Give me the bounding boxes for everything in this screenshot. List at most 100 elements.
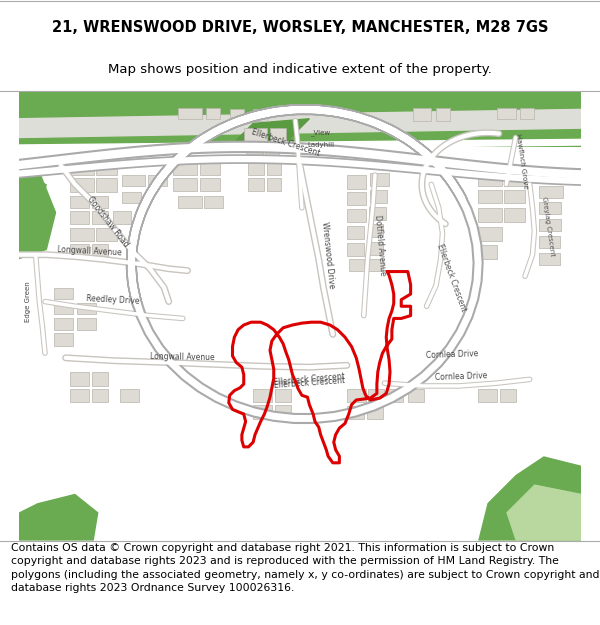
Polygon shape — [539, 253, 560, 265]
Polygon shape — [270, 128, 286, 142]
Text: Hawfinch Grove: Hawfinch Grove — [515, 133, 529, 189]
Text: Reedley Drive: Reedley Drive — [86, 294, 139, 306]
Polygon shape — [230, 109, 244, 121]
Polygon shape — [245, 145, 263, 158]
Polygon shape — [387, 389, 403, 402]
Polygon shape — [95, 177, 117, 192]
Polygon shape — [148, 175, 167, 186]
Polygon shape — [505, 173, 525, 186]
Polygon shape — [347, 389, 365, 402]
Text: Ladyhill: Ladyhill — [308, 142, 335, 148]
Polygon shape — [248, 162, 265, 175]
Polygon shape — [267, 177, 281, 191]
Polygon shape — [19, 166, 56, 259]
Text: Contains OS data © Crown copyright and database right 2021. This information is : Contains OS data © Crown copyright and d… — [11, 543, 599, 592]
Polygon shape — [92, 372, 108, 386]
Polygon shape — [505, 190, 525, 203]
Polygon shape — [92, 211, 108, 224]
Polygon shape — [347, 192, 365, 205]
Polygon shape — [205, 196, 223, 208]
Polygon shape — [70, 177, 94, 192]
Text: Ellerbeck Crescent: Ellerbeck Crescent — [436, 243, 469, 313]
Text: Goodshaw Road: Goodshaw Road — [85, 195, 130, 249]
Polygon shape — [539, 219, 560, 231]
Polygon shape — [19, 175, 47, 213]
Text: Dotfield Avenue: Dotfield Avenue — [373, 214, 387, 276]
Polygon shape — [70, 228, 94, 241]
Polygon shape — [77, 302, 95, 314]
Polygon shape — [173, 177, 197, 191]
Polygon shape — [349, 259, 364, 271]
Polygon shape — [370, 190, 387, 203]
Polygon shape — [70, 372, 89, 386]
Polygon shape — [70, 389, 89, 402]
Polygon shape — [370, 173, 389, 186]
Polygon shape — [19, 494, 98, 541]
Polygon shape — [70, 196, 89, 208]
Polygon shape — [122, 192, 140, 203]
Text: Edge Green: Edge Green — [25, 281, 31, 322]
Polygon shape — [520, 107, 535, 119]
Polygon shape — [497, 107, 515, 119]
Polygon shape — [206, 107, 220, 119]
Polygon shape — [265, 145, 280, 158]
Polygon shape — [173, 161, 197, 175]
Polygon shape — [347, 242, 364, 256]
Polygon shape — [413, 107, 431, 121]
Polygon shape — [368, 224, 383, 237]
Polygon shape — [70, 211, 89, 224]
Text: Greylag Crescent: Greylag Crescent — [541, 196, 556, 257]
Polygon shape — [478, 208, 502, 222]
Polygon shape — [225, 119, 310, 151]
Polygon shape — [200, 177, 220, 191]
Polygon shape — [95, 161, 117, 175]
Polygon shape — [70, 244, 89, 258]
Text: Longwall Avenue: Longwall Avenue — [56, 245, 122, 257]
Polygon shape — [19, 109, 581, 138]
Polygon shape — [178, 107, 202, 119]
Polygon shape — [368, 241, 383, 255]
Polygon shape — [95, 228, 117, 241]
Polygon shape — [92, 244, 108, 258]
Polygon shape — [539, 236, 560, 248]
Polygon shape — [347, 209, 365, 222]
Text: Ellerbeck Crescent: Ellerbeck Crescent — [251, 127, 321, 158]
Polygon shape — [55, 332, 73, 346]
Polygon shape — [244, 128, 267, 142]
Polygon shape — [120, 389, 139, 402]
Polygon shape — [408, 389, 424, 402]
Polygon shape — [253, 109, 267, 121]
Polygon shape — [539, 186, 563, 199]
Polygon shape — [92, 389, 108, 402]
Polygon shape — [275, 405, 290, 419]
Polygon shape — [248, 177, 265, 191]
Text: Wrenswood Drive: Wrenswood Drive — [320, 221, 336, 289]
Polygon shape — [77, 318, 95, 330]
Polygon shape — [19, 91, 581, 147]
Polygon shape — [253, 405, 272, 419]
Polygon shape — [478, 226, 502, 241]
Polygon shape — [539, 202, 560, 214]
Polygon shape — [113, 211, 131, 224]
Polygon shape — [347, 226, 364, 239]
Polygon shape — [122, 175, 145, 186]
Polygon shape — [347, 175, 365, 189]
Polygon shape — [55, 318, 73, 330]
Text: Longwall Avenue: Longwall Avenue — [151, 352, 215, 362]
Polygon shape — [55, 302, 73, 314]
Polygon shape — [253, 389, 272, 402]
Polygon shape — [267, 162, 281, 175]
Polygon shape — [505, 208, 525, 222]
Text: Ellerbeck Crescent: Ellerbeck Crescent — [274, 376, 345, 390]
Polygon shape — [92, 196, 108, 208]
Polygon shape — [478, 456, 581, 541]
Text: _View: _View — [310, 129, 331, 136]
Polygon shape — [55, 288, 73, 299]
Text: Ellerbeck Crescent: Ellerbeck Crescent — [274, 372, 346, 387]
Text: Cornlea Drive: Cornlea Drive — [435, 371, 488, 382]
Polygon shape — [506, 484, 581, 541]
Polygon shape — [70, 161, 94, 175]
Polygon shape — [347, 406, 364, 419]
Polygon shape — [368, 259, 383, 271]
Text: Cornlea Drive: Cornlea Drive — [425, 349, 478, 361]
